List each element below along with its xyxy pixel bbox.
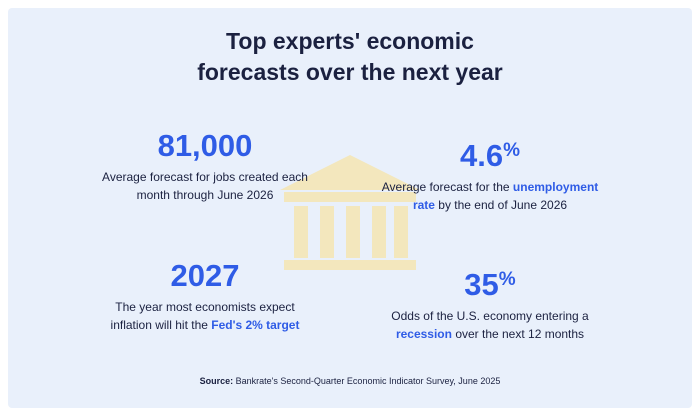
description-text: by the end of June 2026 — [434, 198, 568, 212]
description-text: Average forecast for jobs created each m… — [102, 170, 308, 202]
stat-number: 81,000 — [90, 128, 320, 164]
highlight-text: unemployment rate — [412, 180, 599, 212]
source-text: Bankrate's Second-Quarter Economic Indic… — [233, 376, 501, 386]
bank-icon — [280, 155, 420, 270]
stat: 4.6% Average forecast for the unemploymen… — [370, 133, 610, 214]
stat-unit: % — [498, 269, 516, 290]
highlight-text: recession — [395, 327, 452, 341]
stat-description: The year most economists expect inflatio… — [95, 298, 315, 334]
description-text: over the next 12 months — [451, 327, 585, 341]
source: Source: Bankrate's Second-Quarter Econom… — [0, 376, 700, 386]
description-text: Odds of the U.S. economy entering a — [391, 309, 589, 323]
stat: 35% Odds of the U.S. economy entering a r… — [375, 262, 605, 343]
stat-number: 35% — [375, 262, 605, 303]
stat-number: 4.6% — [370, 133, 610, 174]
stat-value: 81,000 — [157, 128, 253, 163]
stat-unit: % — [503, 140, 520, 161]
description-text: The year most economists expect inflatio… — [110, 300, 295, 332]
stat-description: Odds of the U.S. economy entering a rece… — [375, 307, 605, 343]
stat-value: 35 — [464, 267, 499, 302]
title-line: forecasts over the next year — [197, 59, 503, 85]
stat-number: 2027 — [95, 258, 315, 294]
title: Top experts' economic forecasts over the… — [0, 26, 700, 88]
highlight-text: Fed's 2% target — [211, 318, 300, 332]
stat: 2027 The year most economists expect infl… — [95, 258, 315, 334]
description-text: Average forecast for the — [381, 180, 513, 194]
stat: 81,000 Average forecast for jobs created … — [90, 128, 320, 204]
source-label: Source: — [199, 376, 234, 386]
stat-value: 4.6 — [459, 138, 504, 173]
stat-value: 2027 — [170, 258, 240, 293]
stat-description: Average forecast for jobs created each m… — [90, 168, 320, 204]
stat-description: Average forecast for the unemployment ra… — [370, 178, 610, 214]
title-line: Top experts' economic — [226, 28, 474, 54]
